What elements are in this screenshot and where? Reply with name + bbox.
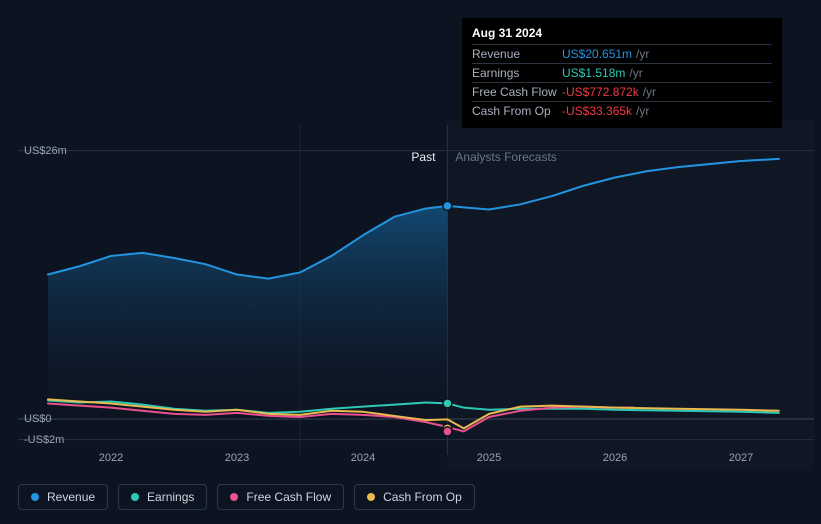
tooltip-date: Aug 31 2024 bbox=[472, 26, 772, 40]
legend-dot-icon bbox=[31, 493, 39, 501]
forecast-label: Analysts Forecasts bbox=[455, 150, 556, 164]
legend-item-cfo[interactable]: Cash From Op bbox=[354, 484, 475, 510]
y-tick-label: US$26m bbox=[24, 145, 67, 157]
tooltip-row-label: Earnings bbox=[472, 66, 562, 80]
tooltip-row-value: -US$33.365k bbox=[562, 104, 632, 118]
x-tick-label: 2025 bbox=[477, 452, 501, 464]
chart-container: US$26m US$0 -US$2m 2022 2023 2024 2025 2026 202… bbox=[0, 0, 821, 524]
tooltip: Aug 31 2024 RevenueUS$20.651m/yrEarnings… bbox=[462, 18, 782, 128]
legend-label: Revenue bbox=[47, 490, 95, 504]
legend-dot-icon bbox=[367, 493, 375, 501]
tooltip-row-unit: /yr bbox=[636, 104, 649, 118]
tooltip-row-label: Free Cash Flow bbox=[472, 85, 562, 99]
legend-item-revenue[interactable]: Revenue bbox=[18, 484, 108, 510]
tooltip-row-unit: /yr bbox=[643, 85, 656, 99]
tooltip-row-value: US$1.518m bbox=[562, 66, 625, 80]
tooltip-row: Free Cash Flow-US$772.872k/yr bbox=[472, 82, 772, 101]
tooltip-row: EarningsUS$1.518m/yr bbox=[472, 63, 772, 82]
tooltip-row: Cash From Op-US$33.365k/yr bbox=[472, 101, 772, 120]
tooltip-row: RevenueUS$20.651m/yr bbox=[472, 44, 772, 63]
tooltip-row-label: Revenue bbox=[472, 47, 562, 61]
legend-dot-icon bbox=[230, 493, 238, 501]
legend-label: Cash From Op bbox=[383, 490, 462, 504]
legend: Revenue Earnings Free Cash Flow Cash From O… bbox=[18, 484, 475, 510]
legend-item-earnings[interactable]: Earnings bbox=[118, 484, 207, 510]
tooltip-row-value: US$20.651m bbox=[562, 47, 632, 61]
past-label: Past bbox=[411, 150, 435, 164]
x-tick-label: 2022 bbox=[99, 452, 123, 464]
x-tick-label: 2027 bbox=[729, 452, 753, 464]
y-tick-label: US$0 bbox=[24, 413, 52, 425]
x-tick-label: 2023 bbox=[225, 452, 249, 464]
legend-label: Free Cash Flow bbox=[246, 490, 331, 504]
x-tick-label: 2024 bbox=[351, 452, 375, 464]
x-tick-label: 2026 bbox=[603, 452, 627, 464]
legend-item-fcf[interactable]: Free Cash Flow bbox=[217, 484, 344, 510]
y-tick-label: -US$2m bbox=[24, 434, 64, 446]
tooltip-row-value: -US$772.872k bbox=[562, 85, 639, 99]
tooltip-row-unit: /yr bbox=[636, 47, 649, 61]
tooltip-row-label: Cash From Op bbox=[472, 104, 562, 118]
tooltip-row-unit: /yr bbox=[629, 66, 642, 80]
legend-label: Earnings bbox=[147, 490, 194, 504]
legend-dot-icon bbox=[131, 493, 139, 501]
